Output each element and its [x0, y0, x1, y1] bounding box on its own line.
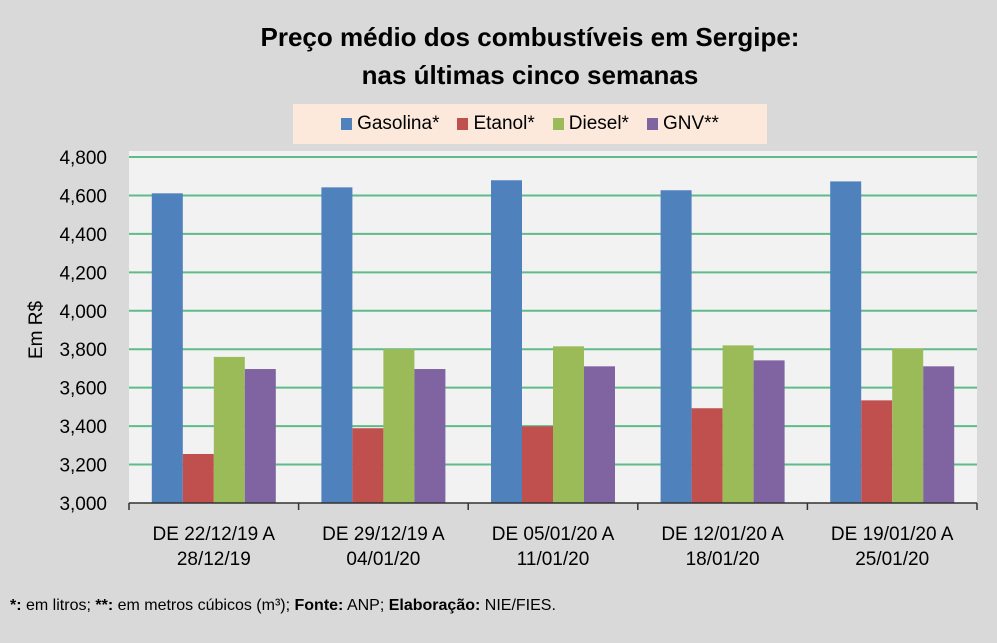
bar-gnv [244, 369, 276, 503]
chart-title: Preço médio dos combustíveis em Sergipe:… [0, 18, 997, 94]
bar-etanol [691, 408, 723, 503]
footnote-key-2: **: [95, 597, 114, 614]
x-tick-label: 28/12/19 [177, 549, 251, 570]
y-tick-label: 4,400 [59, 225, 107, 246]
x-tick-label: DE 05/01/20 A [492, 524, 615, 545]
bar-gnv [753, 360, 785, 503]
bar-gasolina [321, 187, 353, 504]
y-tick-label: 4,000 [59, 302, 107, 323]
y-tick-label: 3,200 [59, 456, 107, 477]
chart-legend: Gasolina* Etanol* Diesel* GNV** [293, 104, 767, 144]
legend-swatch-gasolina [341, 118, 353, 130]
x-tick-label: 25/01/20 [855, 549, 929, 570]
footnote: *: em litros; **: em metros cúbicos (m³)… [10, 597, 556, 615]
y-tick-label: 4,800 [59, 148, 107, 169]
footnote-key-4: Elaboração: [388, 597, 481, 614]
x-tick-label: 04/01/20 [346, 549, 420, 570]
legend-item-etanol: Etanol* [457, 113, 535, 135]
y-tick-label: 4,600 [59, 186, 107, 207]
legend-swatch-etanol [457, 118, 469, 130]
legend-label-gasolina: Gasolina* [357, 113, 440, 134]
bar-diesel [383, 349, 415, 503]
legend-item-gasolina: Gasolina* [341, 113, 439, 135]
x-tick-label: DE 22/12/19 A [153, 524, 276, 545]
bar-gnv [414, 369, 446, 503]
x-tick-label: 11/01/20 [517, 549, 590, 570]
bar-gasolina [491, 180, 522, 503]
y-tick-label: 4,200 [59, 263, 107, 284]
bar-diesel [553, 346, 584, 503]
footnote-text-1: em litros; [21, 597, 96, 614]
bar-diesel [722, 345, 754, 503]
y-tick-label: 3,000 [59, 494, 107, 515]
bar-gasolina [151, 193, 183, 503]
legend-swatch-gnv [646, 118, 658, 130]
y-tick-label: 3,800 [59, 340, 107, 361]
x-tick-label: DE 19/01/20 A [831, 524, 954, 545]
bar-gnv [923, 366, 955, 503]
legend-label-gnv: GNV** [662, 113, 719, 134]
bar-etanol [522, 426, 553, 503]
legend-item-gnv: GNV** [646, 113, 719, 135]
y-tick-label: 3,600 [59, 379, 107, 400]
legend-label-etanol: Etanol* [473, 113, 535, 134]
y-axis-label: Em R$ [26, 301, 47, 360]
bar-diesel [213, 356, 245, 503]
y-tick-label: 3,400 [59, 417, 107, 438]
bar-gasolina [660, 190, 692, 503]
bar-etanol [861, 400, 893, 503]
x-tick-label: DE 12/01/20 A [661, 524, 784, 545]
footnote-text-3: ANP; [343, 597, 389, 614]
bar-etanol [182, 453, 214, 503]
legend-item-diesel: Diesel* [552, 113, 629, 135]
legend-swatch-diesel [552, 118, 564, 130]
footnote-text-4: NIE/FIES. [480, 597, 556, 614]
chart-title-line-1: Preço médio dos combustíveis em Sergipe: [260, 22, 800, 52]
footnote-key-1: *: [10, 597, 22, 614]
bar-gnv [584, 366, 615, 503]
x-tick-label: DE 29/12/19 A [322, 524, 445, 545]
legend-label-diesel: Diesel* [568, 113, 629, 134]
bar-diesel [892, 348, 924, 503]
footnote-text-2: em metros cúbicos (m³); [113, 597, 295, 614]
chart-title-line-2: nas últimas cinco semanas [361, 60, 699, 90]
footnote-key-3: Fonte: [294, 597, 344, 614]
x-tick-label: 18/01/20 [686, 549, 760, 570]
bar-etanol [352, 428, 384, 503]
bar-gasolina [830, 181, 862, 503]
